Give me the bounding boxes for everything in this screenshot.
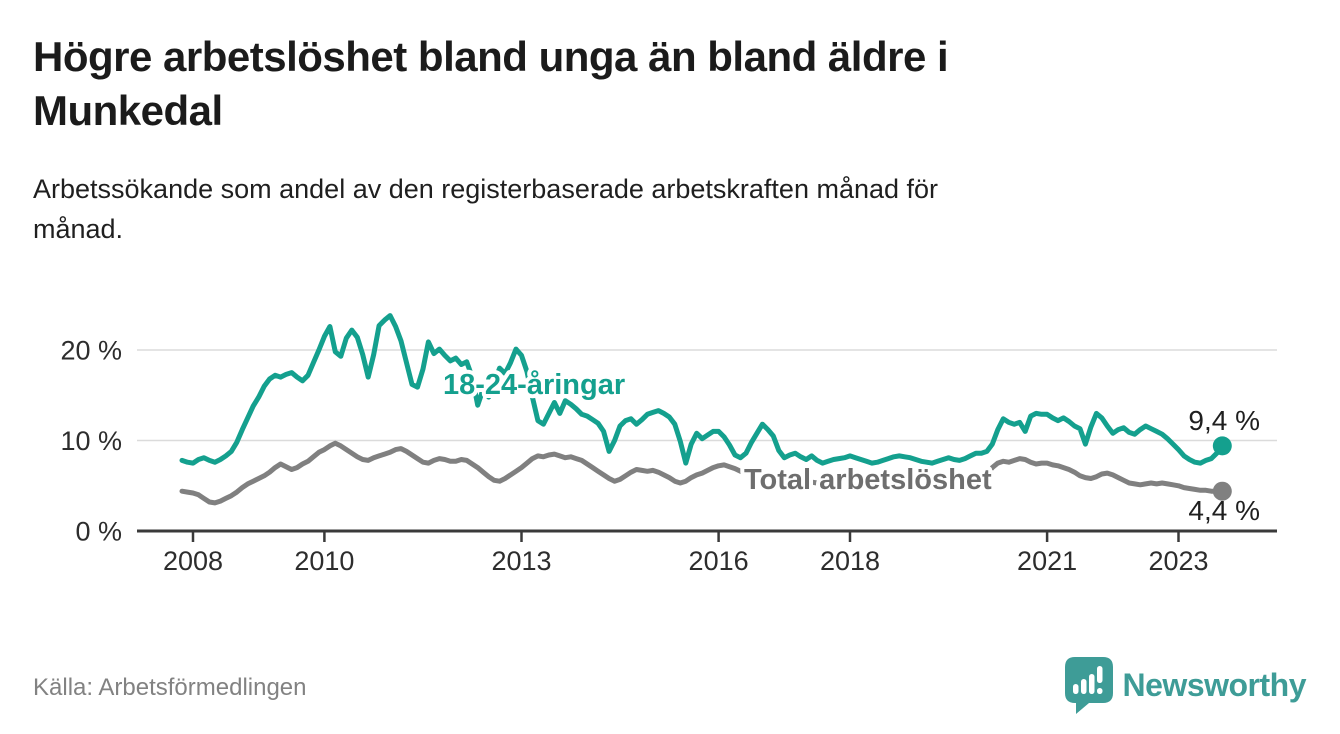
logo-exclamation-dot <box>1096 688 1103 694</box>
y-axis-tick-label: 10 % <box>60 426 122 456</box>
page-title-line-2: Munkedal <box>33 87 223 134</box>
youth-end-value-label: 9,4 % <box>1188 405 1260 436</box>
brand-name: Newsworthy <box>1122 667 1307 703</box>
y-axis-tick-label: 20 % <box>60 336 122 366</box>
page-subtitle: Arbetssökande som andel av den registerb… <box>33 169 938 249</box>
total-end-value-label: 4,4 % <box>1188 495 1260 526</box>
x-axis-tick-label: 2023 <box>1148 546 1208 576</box>
page-subtitle-line-1: Arbetssökande som andel av den registerb… <box>33 174 939 204</box>
x-axis: 2008 2010 2013 2016 2018 2021 2023 <box>163 531 1209 576</box>
y-axis-tick-label: 0 % <box>75 517 122 547</box>
y-axis: 0 % 10 % 20 % <box>60 336 1277 547</box>
x-axis-tick-label: 2021 <box>1017 546 1077 576</box>
x-axis-tick-label: 2016 <box>689 546 749 576</box>
logo-bar-2 <box>1080 679 1087 694</box>
total-series-label: Total arbetslöshet <box>744 464 992 496</box>
brand-logo: Newsworthy <box>1064 657 1307 714</box>
newsworthy-logo-icon <box>1064 657 1113 714</box>
page-title: Högre arbetslöshet bland unga än bland ä… <box>33 30 949 138</box>
x-axis-tick-label: 2018 <box>820 546 880 576</box>
youth-series-end-dot <box>1212 436 1232 456</box>
total-series-end-dot <box>1212 481 1232 501</box>
logo-bar-1 <box>1072 684 1079 694</box>
youth-series-line <box>179 313 1225 466</box>
page-subtitle-line-2: månad. <box>33 214 124 244</box>
logo-bar-3 <box>1088 674 1095 694</box>
youth-series-label: 18-24-åringar <box>443 369 625 401</box>
x-axis-tick-label: 2013 <box>491 546 551 576</box>
x-axis-tick-label: 2008 <box>163 546 223 576</box>
logo-exclamation-bar <box>1096 666 1103 683</box>
x-axis-tick-label: 2010 <box>294 546 354 576</box>
total-series-line <box>179 440 1225 506</box>
source-credit: Källa: Arbetsförmedlingen <box>33 674 307 701</box>
page-title-line-1: Högre arbetslöshet bland unga än bland ä… <box>33 33 949 80</box>
